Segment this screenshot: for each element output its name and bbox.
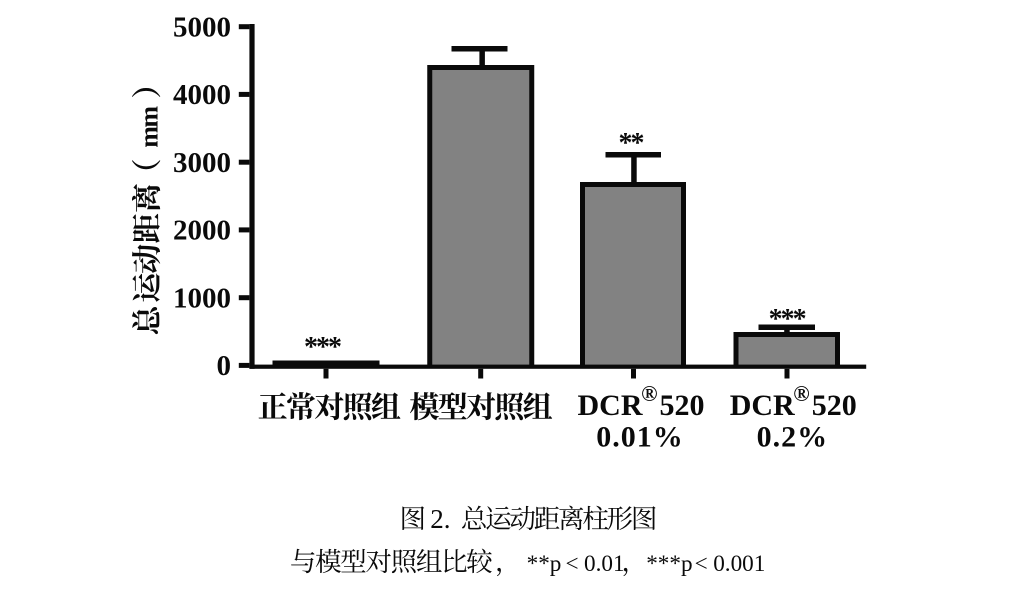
svg-text:®: ® [793, 381, 809, 406]
svg-text:<: < [565, 551, 578, 577]
svg-text:5000: 5000 [173, 11, 231, 43]
svg-text:0.001: 0.001 [713, 551, 765, 577]
svg-text:**: ** [619, 128, 644, 159]
svg-text:DCR: DCR [730, 389, 795, 422]
svg-text:<: < [695, 551, 708, 577]
svg-text:0.2%: 0.2% [757, 421, 829, 454]
svg-text:3000: 3000 [173, 147, 231, 179]
svg-text:520: 520 [812, 389, 857, 422]
svg-text:®: ® [641, 381, 657, 406]
svg-text:DCR: DCR [578, 389, 643, 422]
svg-text:***p: ***p [646, 551, 692, 577]
svg-text:2000: 2000 [173, 215, 231, 247]
svg-text:2.: 2. [430, 504, 450, 534]
svg-text:mm: mm [135, 106, 164, 148]
svg-text:1000: 1000 [173, 282, 231, 314]
svg-text:0: 0 [217, 350, 232, 382]
svg-text:**p: **p [527, 551, 562, 577]
svg-text:***: *** [769, 304, 806, 335]
svg-text:520: 520 [660, 389, 705, 422]
svg-text:4000: 4000 [173, 79, 231, 111]
svg-text:0.01: 0.01 [584, 551, 625, 577]
svg-text:0.01%: 0.01% [596, 421, 684, 454]
svg-text:***: *** [304, 332, 341, 363]
